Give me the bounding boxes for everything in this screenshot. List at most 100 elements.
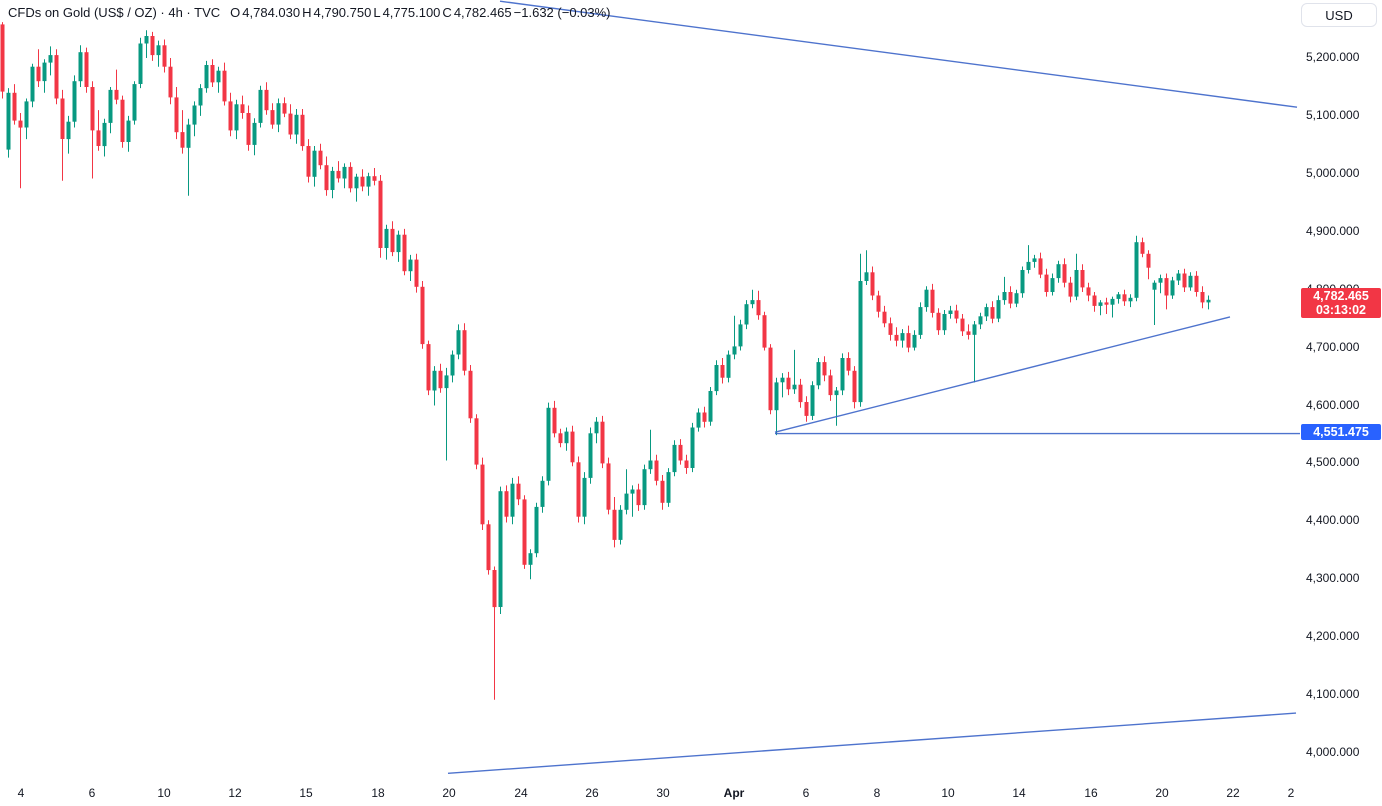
price-tick-label: 5,000.000 [1306,165,1360,180]
candle-body [906,333,911,348]
candle-body [1122,294,1127,302]
candle-body [270,110,275,125]
candlestick-chart[interactable] [0,0,1300,780]
candle-body [744,304,749,325]
candle-body [288,113,293,135]
candle-body [882,311,887,324]
close-label: C [442,5,452,20]
candle-body [1206,299,1211,303]
candle-body [252,122,257,145]
time-tick-label: 12 [228,786,242,800]
candle-body [438,370,443,389]
candle-body [960,318,965,332]
candle-body [966,331,971,335]
candle-body [942,314,947,331]
candle-body [18,120,23,128]
candle-body [762,315,767,348]
level-price-value: 4,551.475 [1313,424,1369,439]
candle-body [726,354,731,378]
last-price-value: 4,782.465 [1313,288,1369,303]
candle-body [972,324,977,335]
candle-body [828,375,833,396]
time-tick-label: 22 [1226,786,1240,800]
candle-body [1176,273,1181,281]
last-price-badge: 4,782.465 03:13:02 [1301,287,1381,318]
candle-body [1110,298,1115,305]
bar-countdown: 03:13:02 [1315,302,1367,317]
candle-body [816,362,821,386]
trendline-descending-resistance[interactable] [499,0,1298,108]
candle-body [606,463,611,510]
candle-body [738,324,743,347]
candle-body [192,105,197,125]
candle-body [1128,297,1133,302]
candle-body [1056,264,1061,279]
candle-body [552,407,557,434]
candle-body [924,289,929,308]
candle-body [150,36,155,56]
candle-body [1074,270,1079,297]
candle-body [858,281,863,403]
candle-body [1092,295,1097,306]
time-tick-label: 2 [1287,786,1295,800]
candle-body [984,307,989,317]
candle-body [522,499,527,565]
price-tick-label: 4,000.000 [1306,745,1360,760]
candle-body [528,553,533,565]
candle-body [1170,280,1175,296]
candle-body [66,121,71,140]
candle-body [48,55,53,63]
candle-body [174,97,179,133]
candle-body [624,493,629,510]
candle-body [144,36,149,44]
time-tick-label: 26 [585,786,599,800]
candle-body [0,24,5,92]
symbol-title[interactable]: CFDs on Gold (US$ / OZ) · 4h · TVC [8,5,221,20]
candle-body [342,166,347,179]
candle-body [702,412,707,422]
time-axis[interactable]: 4 6 10 12 15 18 20 24 26 30 Apr 6 8 10 14 16 20 22 2 [0,780,1382,806]
candle-body [918,307,923,335]
candle-body [30,66,35,102]
candle-body [876,295,881,312]
time-tick-label: 6 [88,786,96,800]
candle-body [348,166,353,189]
candle-body [360,176,365,187]
candle-body [696,412,701,428]
price-tick-label: 4,100.000 [1306,687,1360,702]
candle-body [324,165,329,191]
candle-body [804,402,809,416]
price-tick-label: 4,500.000 [1306,455,1360,470]
candle-body [504,491,509,517]
candle-body [216,70,221,83]
candle-body [594,421,599,434]
price-axis[interactable]: 5,200.0005,100.0005,000.0004,900.0004,80… [1300,0,1382,780]
time-tick-label: 30 [656,786,670,800]
candle-body [126,120,131,142]
candle-body [774,382,779,411]
candle-body [720,365,725,378]
candle-body [930,289,935,313]
candle-body [708,391,713,422]
candle-body [846,358,851,371]
time-tick-label: Apr [723,786,745,800]
candle-body [948,310,953,314]
candle-body [396,234,401,253]
candle-body [492,570,497,608]
candle-body [1098,302,1103,306]
candle-body [900,333,905,341]
candle-body [1026,261,1031,270]
trendline-ascending-support[interactable] [774,316,1231,433]
price-tick-label: 4,200.000 [1306,629,1360,644]
candle-body [1038,258,1043,275]
candle-body [576,462,581,517]
currency-toggle-button[interactable]: USD [1301,3,1377,27]
candle-body [168,66,173,98]
trendline-lower-ascending-line[interactable] [447,712,1297,774]
candle-body [498,491,503,607]
candle-body [336,170,341,179]
open-label: O [230,5,241,20]
candle-body [1020,270,1025,294]
candle-body [714,365,719,392]
candle-body [1146,253,1151,268]
